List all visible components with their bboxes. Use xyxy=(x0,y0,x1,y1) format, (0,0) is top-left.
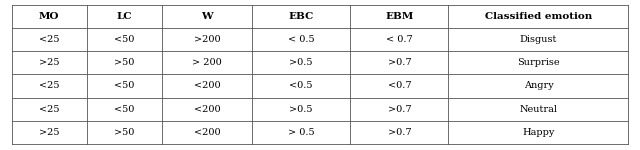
Text: <200: <200 xyxy=(194,105,220,114)
Text: EBM: EBM xyxy=(385,12,413,21)
Text: <50: <50 xyxy=(115,35,134,44)
Text: <25: <25 xyxy=(39,35,60,44)
Text: W: W xyxy=(201,12,213,21)
Text: Surprise: Surprise xyxy=(517,58,560,67)
Text: >0.7: >0.7 xyxy=(388,128,411,137)
Text: < 0.5: < 0.5 xyxy=(288,35,314,44)
Text: >0.7: >0.7 xyxy=(388,58,411,67)
Text: <25: <25 xyxy=(39,105,60,114)
Text: >200: >200 xyxy=(194,35,220,44)
Text: > 0.5: > 0.5 xyxy=(288,128,314,137)
Text: >0.5: >0.5 xyxy=(289,58,313,67)
Text: EBC: EBC xyxy=(289,12,314,21)
Text: > 200: > 200 xyxy=(192,58,222,67)
Text: >25: >25 xyxy=(39,128,60,137)
Text: < 0.7: < 0.7 xyxy=(386,35,413,44)
Text: Neutral: Neutral xyxy=(520,105,557,114)
Text: Happy: Happy xyxy=(522,128,555,137)
Text: Disgust: Disgust xyxy=(520,35,557,44)
Text: <50: <50 xyxy=(115,81,134,90)
Text: <0.7: <0.7 xyxy=(388,81,411,90)
Text: >50: >50 xyxy=(115,128,134,137)
Text: >0.5: >0.5 xyxy=(289,105,313,114)
Text: >25: >25 xyxy=(39,58,60,67)
Text: <200: <200 xyxy=(194,128,220,137)
Text: MO: MO xyxy=(39,12,60,21)
Text: LC: LC xyxy=(116,12,132,21)
Text: >0.7: >0.7 xyxy=(388,105,411,114)
Text: <0.5: <0.5 xyxy=(289,81,313,90)
Text: >50: >50 xyxy=(115,58,134,67)
Text: Angry: Angry xyxy=(524,81,554,90)
Text: <50: <50 xyxy=(115,105,134,114)
Text: <200: <200 xyxy=(194,81,220,90)
Text: Classified emotion: Classified emotion xyxy=(485,12,592,21)
Text: <25: <25 xyxy=(39,81,60,90)
